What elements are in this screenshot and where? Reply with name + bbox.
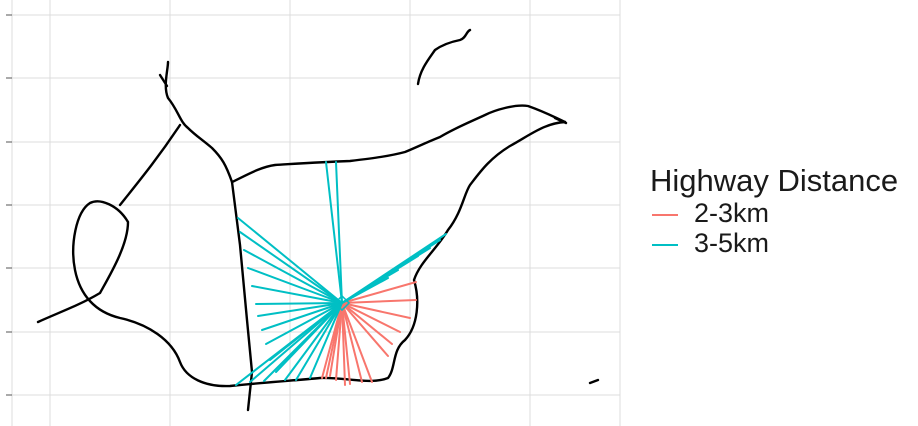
distance-line-2-3km [341,281,417,304]
distance-line-3-5km [335,161,343,304]
legend-label-3-5km: 3-5km [694,228,770,258]
highway-road [118,123,182,207]
distance-line-3-5km [263,302,343,382]
distance-line-3-5km [255,302,343,305]
legend-key-2-3km [652,214,678,216]
highway-road [158,73,169,88]
distance-line-3-5km [257,302,343,317]
legend-item-2-3km: 2-3km [650,198,898,229]
distance-line-3-5km [239,231,343,304]
distance-line-2-3km [341,302,363,383]
distance-line-2-3km [321,302,343,379]
distance-line-2-3km [341,302,401,333]
highway-road [164,60,567,184]
distance-line-2-3km [341,302,373,383]
origin-marker [333,294,351,312]
distance-line-3-5km [237,217,343,304]
distance-lines [235,161,447,386]
distance-line-3-5km [235,302,343,386]
highway-network [36,28,600,412]
highway-road [588,378,600,385]
distance-line-3-5km [295,302,343,381]
distance-line-3-5km [309,302,343,379]
distance-line-2-3km [341,302,393,345]
distance-line-3-5km [341,277,389,304]
highway-road [553,116,568,125]
legend-title: Highway Distance [650,163,899,198]
legend-key-3-5km [652,244,678,246]
distance-line-3-5km [284,302,343,381]
distance-line-3-5km [247,267,343,304]
legend: Highway Distance 2-3km 3-5km [650,163,898,259]
distance-line-3-5km [325,161,343,304]
highway-road [416,28,472,86]
legend-item-3-5km: 3-5km [650,228,898,259]
distance-line-2-3km [341,302,411,319]
distance-line-2-3km [341,302,346,386]
distance-line-3-5km [251,285,343,304]
distance-line-2-3km [341,302,389,357]
distance-line-3-5km [261,302,343,331]
axis-ticks [6,14,12,396]
highway-road [36,120,567,388]
distance-line-2-3km [335,302,343,381]
distance-line-2-3km [341,299,417,304]
distance-line-3-5km [265,302,343,345]
legend-label-2-3km: 2-3km [694,198,770,228]
grid-lines [11,0,621,426]
distance-line-3-5km [243,249,343,304]
distance-line-3-5km [249,302,343,383]
